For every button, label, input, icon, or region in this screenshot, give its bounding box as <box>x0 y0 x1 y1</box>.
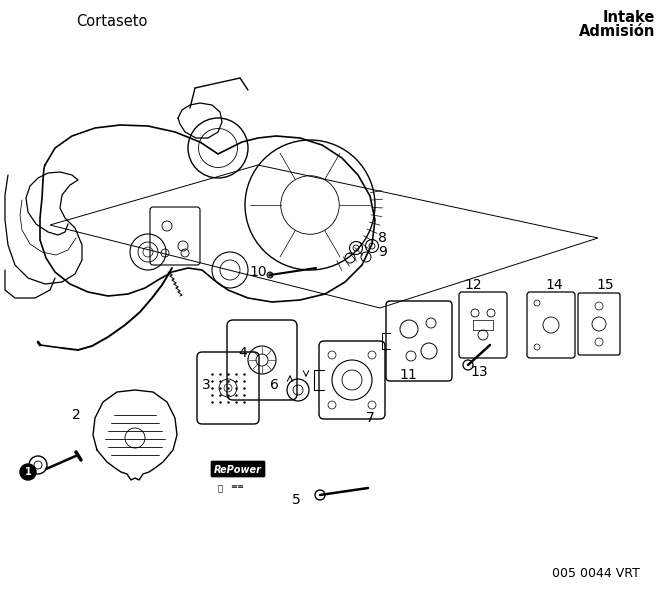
Text: 5: 5 <box>292 493 301 507</box>
Text: 7: 7 <box>366 411 375 425</box>
Text: 9: 9 <box>378 245 387 259</box>
Text: 005 0044 VRT: 005 0044 VRT <box>552 567 640 580</box>
Circle shape <box>20 464 36 480</box>
Text: 11: 11 <box>399 368 417 382</box>
Text: ≡≡: ≡≡ <box>230 482 244 491</box>
Circle shape <box>267 272 273 278</box>
Text: RePower: RePower <box>214 465 262 475</box>
Text: 4: 4 <box>238 346 247 360</box>
Text: 6: 6 <box>270 378 279 392</box>
Text: Admisión: Admisión <box>579 24 655 39</box>
Text: 12: 12 <box>464 278 482 292</box>
Text: 1: 1 <box>24 467 31 477</box>
Text: 8: 8 <box>378 231 387 245</box>
Text: Cortaseto: Cortaseto <box>76 14 148 29</box>
Text: 13: 13 <box>470 365 488 379</box>
Text: 10: 10 <box>249 265 267 279</box>
Text: 14: 14 <box>545 278 563 292</box>
Text: 2: 2 <box>72 408 81 422</box>
FancyBboxPatch shape <box>211 461 265 477</box>
Text: Intake: Intake <box>602 10 655 25</box>
Text: 3: 3 <box>202 378 211 392</box>
Text: 🌱: 🌱 <box>218 484 222 493</box>
Text: 15: 15 <box>596 278 614 292</box>
